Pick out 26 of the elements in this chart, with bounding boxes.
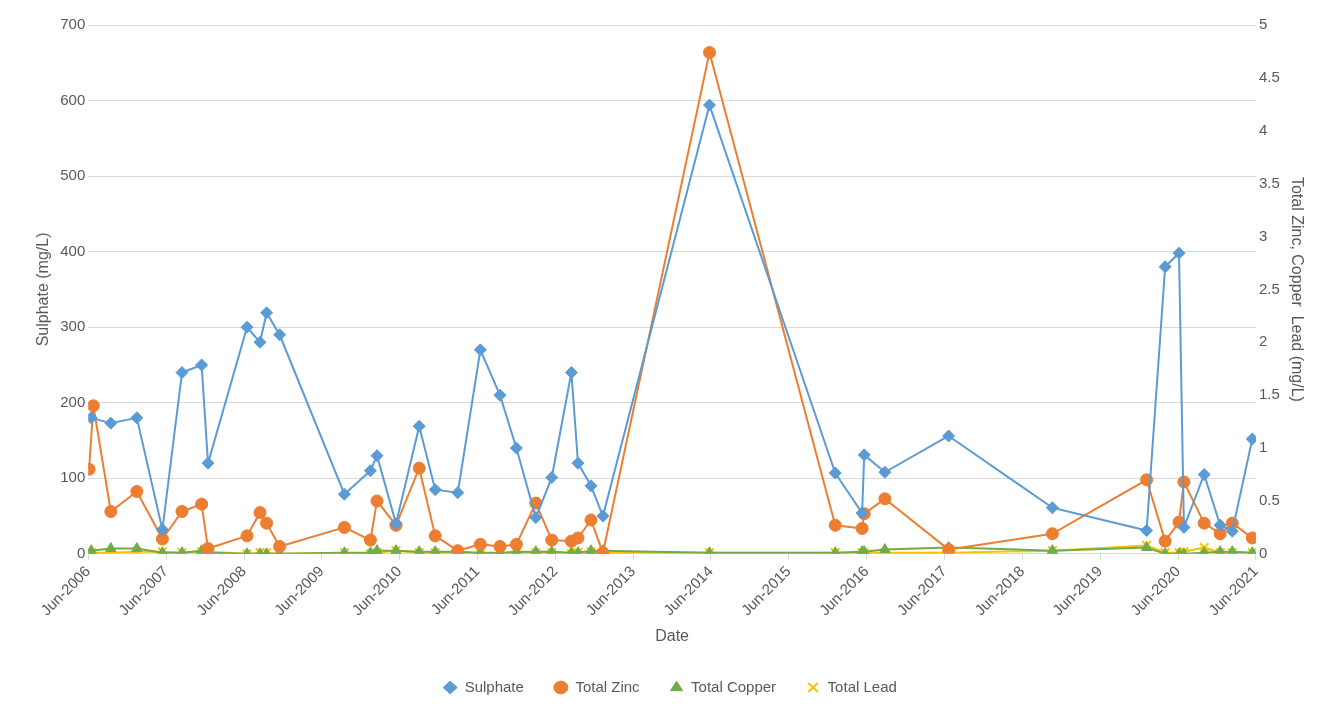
y2-tick-label: 3 — [1258, 226, 1268, 244]
y-tick-label: 500 — [60, 166, 86, 184]
y2-tick-label: 2 — [1258, 332, 1268, 350]
legend-label: Total Copper — [691, 677, 777, 695]
legend-label: Total Zinc — [575, 677, 641, 695]
y2-tick-label: 0.5 — [1258, 491, 1280, 509]
y2-tick-label: 0 — [1258, 543, 1268, 561]
y-tick-label: 0 — [76, 543, 86, 561]
y2-tick-label: 1.5 — [1258, 385, 1280, 403]
legend-label: Total Lead — [827, 677, 897, 695]
x-axis-title: Date — [655, 626, 690, 644]
y2-axis-title: Total Zinc, Copper Lead (mg/L) — [1288, 176, 1306, 402]
y-tick-label: 600 — [60, 90, 86, 108]
y2-tick-label: 1 — [1258, 438, 1268, 456]
y-tick-label: 700 — [60, 15, 86, 33]
y-tick-label: 200 — [60, 392, 86, 410]
y2-tick-label: 4.5 — [1258, 68, 1280, 86]
y-tick-label: 300 — [60, 317, 86, 335]
y2-tick-label: 2.5 — [1258, 279, 1280, 297]
y-axis-title: Sulphate (mg/L) — [34, 232, 52, 347]
y2-tick-label: 5 — [1258, 15, 1268, 33]
y-tick-label: 400 — [60, 241, 86, 259]
legend-label: Sulphate — [464, 677, 524, 695]
y2-tick-label: 3.5 — [1258, 173, 1280, 191]
y-tick-label: 100 — [60, 468, 86, 486]
y2-tick-label: 4 — [1258, 120, 1268, 138]
